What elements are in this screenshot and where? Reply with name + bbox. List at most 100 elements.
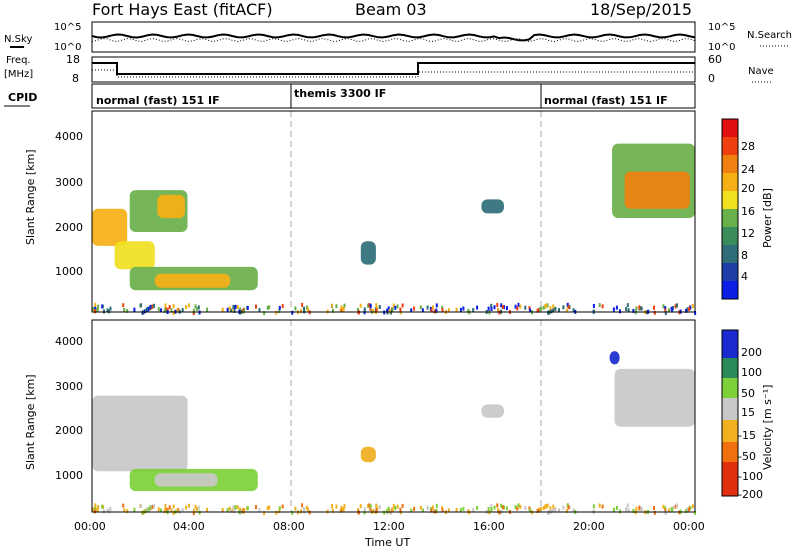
velocity-ground-scatter-mark <box>372 509 375 514</box>
power-ground-scatter-mark <box>472 308 475 312</box>
power-ground-scatter-mark <box>401 303 404 308</box>
nave-tick-bottom: 0 <box>708 72 715 85</box>
power-ground-scatter-mark <box>592 304 595 308</box>
power-ground-scatter-mark <box>598 303 601 308</box>
velocity-cbar-tick-m200: -200 <box>738 488 763 501</box>
power-ground-scatter-mark <box>431 305 434 310</box>
power-ground-scatter-mark <box>181 308 184 313</box>
velocity-ground-scatter-mark <box>305 505 308 510</box>
power-ground-scatter-mark <box>266 305 269 310</box>
velocity-ground-scatter-mark <box>147 507 150 512</box>
velocity-ground-scatter-mark <box>549 506 552 511</box>
power-ground-scatter-mark <box>498 310 501 315</box>
velocity-ground-scatter-mark <box>343 504 346 508</box>
power-ground-scatter-mark <box>399 307 402 312</box>
velocity-ytick-4000: 4000 <box>55 335 83 348</box>
power-ground-scatter-mark <box>96 307 99 312</box>
power-ground-scatter-mark <box>565 308 568 313</box>
power-ground-scatter-mark <box>278 309 281 313</box>
velocity-cbar-label: Velocity [m s⁻¹] <box>761 385 774 470</box>
velocity-cbar-tick-100: 100 <box>741 366 762 379</box>
velocity-ground-scatter-mark <box>236 505 239 510</box>
velocity-ground-scatter-mark <box>291 510 294 515</box>
power-ground-scatter-mark <box>462 306 465 311</box>
power-ground-scatter-mark <box>496 303 499 307</box>
x-axis-label: Time UT <box>364 536 410 549</box>
velocity-ground-scatter-mark <box>166 508 169 512</box>
velocity-ground-scatter-mark <box>476 505 479 510</box>
power-ground-scatter-mark <box>305 305 308 310</box>
power-ground-scatter-mark <box>441 308 444 313</box>
power-cbar-tick-20: 20 <box>741 182 755 195</box>
velocity-region-1 <box>92 395 188 472</box>
power-ground-scatter-mark <box>233 309 236 313</box>
power-cbar-seg-3 <box>722 245 738 263</box>
power-ground-scatter-mark <box>685 308 688 313</box>
velocity-ground-scatter-mark <box>335 504 338 509</box>
power-ground-scatter-mark <box>668 308 670 313</box>
velocity-region-4 <box>360 446 376 463</box>
power-ground-scatter-mark <box>275 310 278 315</box>
power-ground-scatter-mark <box>94 305 97 310</box>
power-ground-scatter-mark <box>550 309 553 314</box>
power-ground-scatter-mark <box>335 304 338 309</box>
power-ground-scatter-mark <box>303 309 306 314</box>
velocity-region-6 <box>609 351 620 365</box>
velocity-ground-scatter-mark <box>558 508 560 513</box>
power-ground-scatter-mark <box>674 304 677 309</box>
power-ground-scatter-mark <box>278 305 281 310</box>
noise-right-tick-bottom: 10^0 <box>708 42 735 53</box>
velocity-colorbar: 200 100 50 15 -15 -50 -100 -200 Velocity… <box>721 329 774 501</box>
velocity-ground-scatter-mark <box>562 505 565 510</box>
velocity-ground-scatter-mark <box>109 506 112 511</box>
power-ground-scatter-mark <box>147 306 150 311</box>
power-ground-scatter-mark <box>500 303 503 308</box>
power-ground-scatter-mark <box>164 308 167 313</box>
velocity-ground-scatter-mark <box>519 504 522 509</box>
power-ground-scatter-mark <box>392 303 395 308</box>
velocity-ground-scatter-mark <box>546 503 549 508</box>
power-ground-scatter-mark <box>413 306 416 311</box>
velocity-cbar-tick-15: 15 <box>741 406 755 419</box>
power-ground-scatter-mark <box>421 308 424 313</box>
power-ground-scatter-mark <box>192 311 195 315</box>
power-ground-scatter-mark <box>430 308 433 313</box>
power-ground-scatter-mark <box>467 308 470 313</box>
freq-label-line2: [MHz] <box>4 69 33 80</box>
velocity-ground-scatter-mark <box>537 508 540 513</box>
power-ground-scatter-mark <box>612 307 615 312</box>
velocity-cbar-seg-5 <box>722 420 738 442</box>
power-ground-scatter-mark <box>307 307 309 312</box>
noise-left-label: N.Sky <box>4 34 32 45</box>
cpid-mode-1: normal (fast) 151 IF <box>96 94 220 107</box>
power-ground-scatter-mark <box>197 305 200 310</box>
power-ground-scatter-mark <box>562 305 565 310</box>
velocity-ground-scatter-mark <box>487 507 490 511</box>
power-ground-scatter-mark <box>149 304 152 309</box>
power-ground-scatter-mark <box>503 305 505 310</box>
velocity-ground-scatter-mark <box>664 508 667 513</box>
velocity-ground-scatter-mark <box>441 506 444 510</box>
velocity-ground-scatter-mark <box>369 504 372 509</box>
velocity-ground-scatter-mark <box>694 511 697 515</box>
power-ground-scatter-mark <box>368 303 371 307</box>
velocity-ground-scatter-mark <box>375 503 378 508</box>
power-ground-scatter-mark <box>188 303 191 308</box>
velocity-ylabel: Slant Range [km] <box>24 374 37 470</box>
velocity-ground-scatter-mark <box>96 507 99 512</box>
power-cbar-seg-1 <box>722 281 738 299</box>
noise-left-tick-bottom: 10^0 <box>54 42 81 53</box>
power-ground-scatter-mark <box>626 303 629 308</box>
velocity-ground-scatter-mark <box>246 506 249 511</box>
power-ground-scatter-mark <box>369 303 372 308</box>
power-ground-scatter-mark <box>632 308 635 313</box>
power-ground-scatter-mark <box>126 308 129 313</box>
power-ground-scatter-mark <box>572 308 575 313</box>
nave-tick-top: 60 <box>708 53 722 66</box>
velocity-ground-scatter-mark <box>540 506 543 511</box>
power-ground-scatter-mark <box>369 306 372 311</box>
velocity-ground-scatter-mark <box>234 505 237 510</box>
power-ground-scatter-mark <box>493 305 496 310</box>
power-ground-scatter-mark <box>653 310 656 315</box>
power-ground-scatter-mark <box>558 308 560 313</box>
